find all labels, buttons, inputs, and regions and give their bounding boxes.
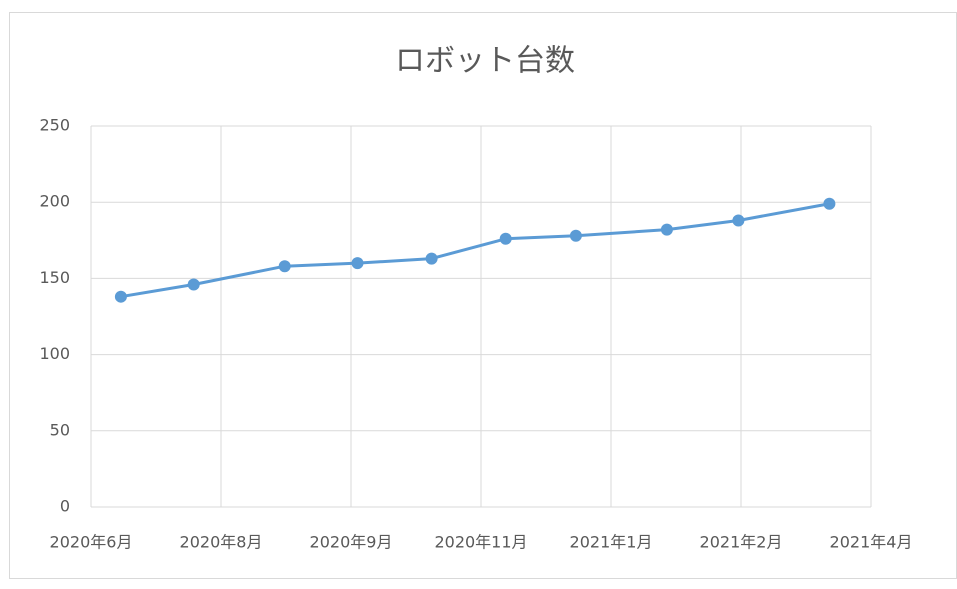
x-tick-label: 2021年4月 — [830, 533, 913, 552]
chart-title: ロボット台数 — [395, 44, 575, 79]
data-point — [187, 278, 200, 291]
data-line — [120, 202, 830, 299]
x-tick-label: 2021年1月 — [570, 533, 653, 552]
data-point — [732, 214, 745, 227]
data-point — [823, 197, 836, 210]
data-point — [114, 290, 127, 303]
y-tick-label: 50 — [50, 420, 70, 439]
data-point — [660, 223, 673, 236]
x-tick-label: 2020年8月 — [180, 533, 263, 552]
chart-frame — [9, 12, 957, 579]
y-tick-label: 100 — [39, 344, 70, 363]
y-tick-label: 0 — [60, 497, 70, 516]
x-tick-label: 2020年9月 — [310, 533, 393, 552]
data-point — [351, 257, 364, 270]
data-point — [569, 229, 582, 242]
x-tick-label: 2020年11月 — [434, 533, 527, 552]
y-tick-label: 200 — [39, 192, 70, 211]
x-tick-label: 2021年2月 — [700, 533, 783, 552]
x-tick-label: 2020年6月 — [50, 533, 133, 552]
y-tick-label: 250 — [39, 116, 70, 135]
data-point — [425, 252, 438, 265]
y-tick-label: 150 — [39, 268, 70, 287]
data-point — [499, 232, 512, 245]
data-point — [278, 260, 291, 273]
